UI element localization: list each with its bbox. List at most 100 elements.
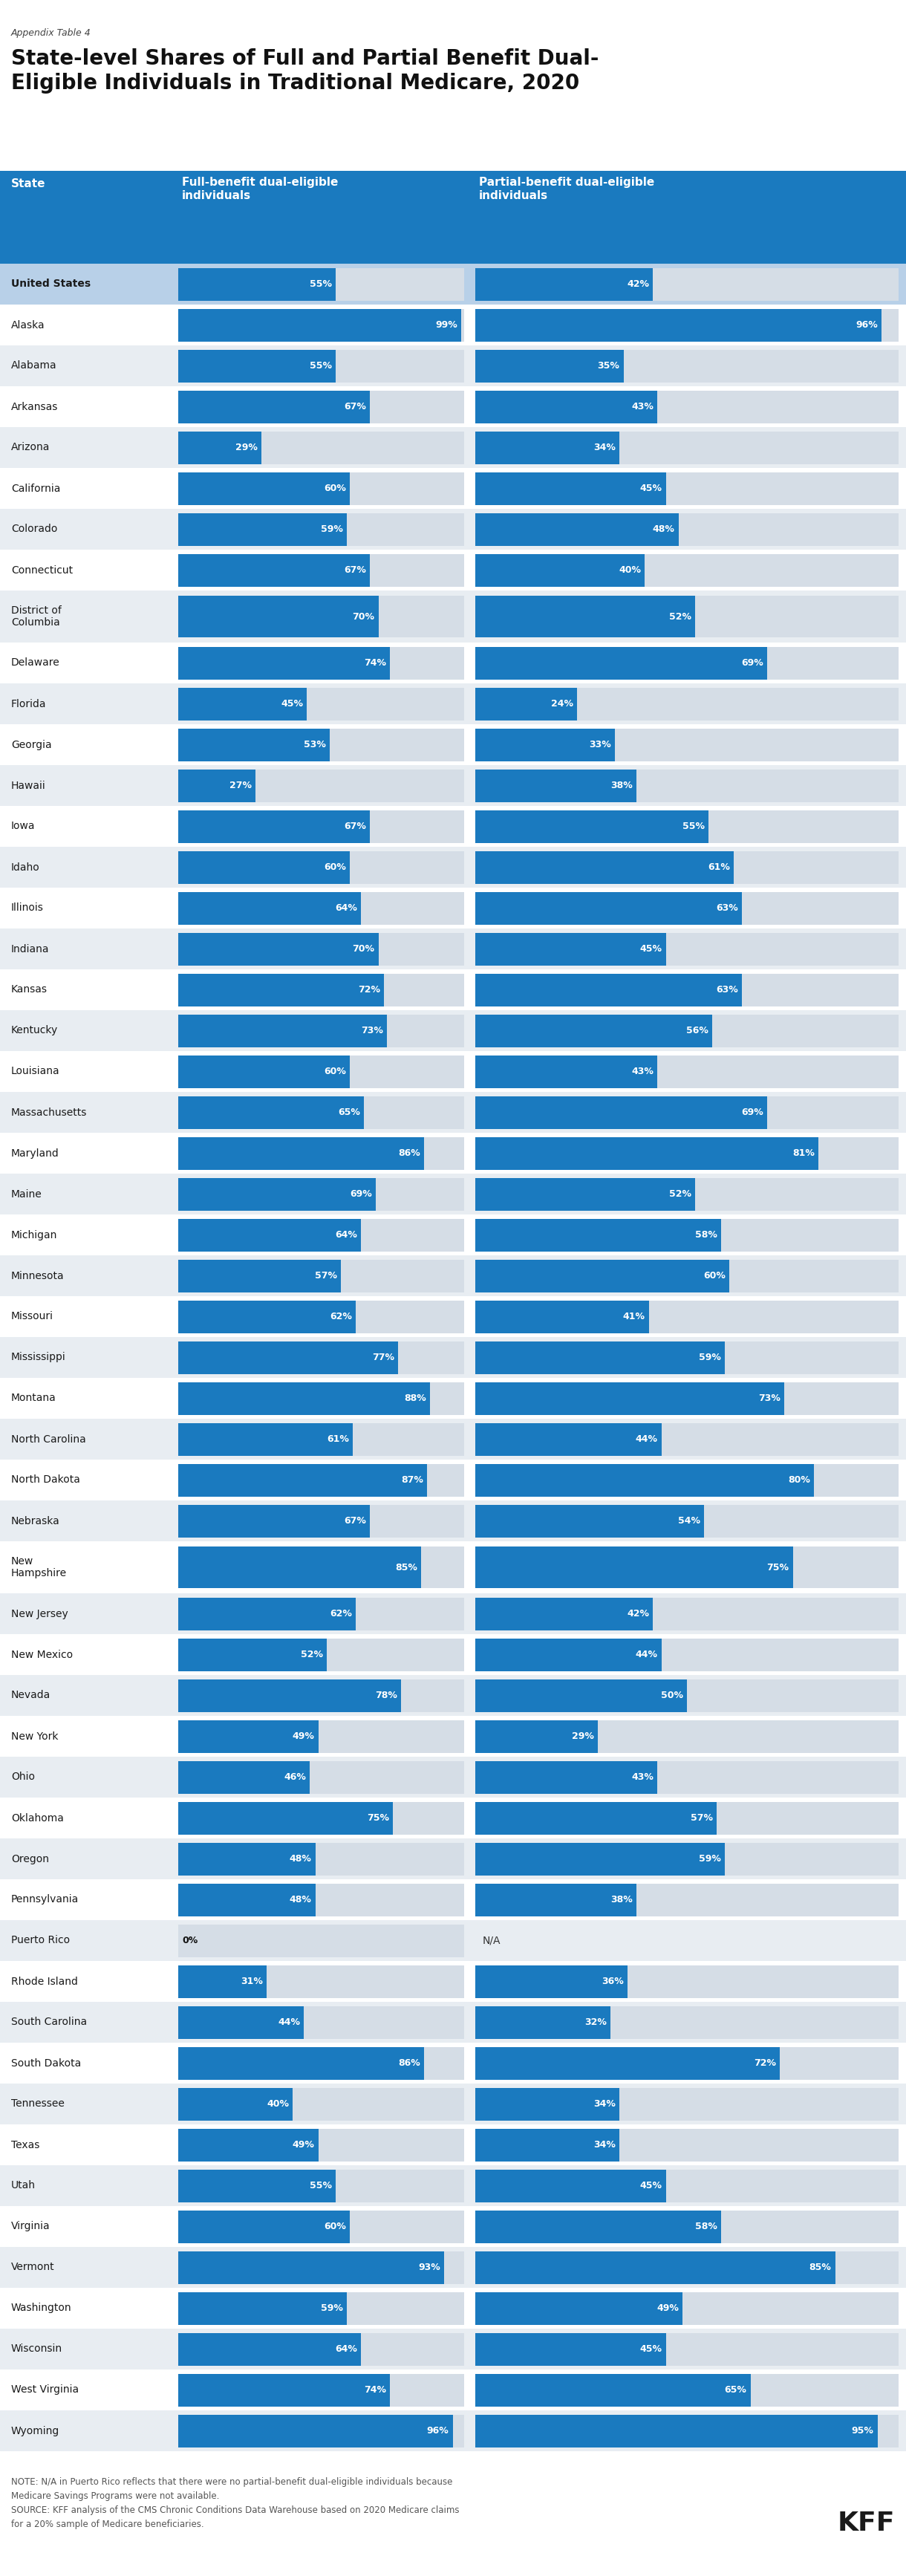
Text: 59%: 59% [321, 526, 343, 533]
Bar [476, 1136, 899, 1170]
Text: 52%: 52% [670, 1190, 691, 1198]
Bar [0, 2043, 906, 2084]
Text: 43%: 43% [631, 402, 653, 412]
Bar [476, 268, 653, 301]
Text: 61%: 61% [708, 863, 729, 873]
Text: 65%: 65% [725, 2385, 747, 2396]
Bar [476, 1342, 899, 1373]
Text: Utah: Utah [11, 2179, 35, 2190]
Bar [178, 2128, 318, 2161]
Text: 60%: 60% [703, 1270, 726, 1280]
Bar [178, 850, 350, 884]
Bar [476, 2210, 899, 2244]
Text: 40%: 40% [619, 564, 641, 574]
Text: Connecticut: Connecticut [11, 564, 72, 574]
Bar [178, 2169, 335, 2202]
Bar [476, 1680, 687, 1713]
Bar [0, 1255, 906, 1296]
Bar [0, 1595, 906, 1633]
Bar [0, 1175, 906, 1213]
Bar [178, 1136, 464, 1170]
Bar [178, 933, 464, 966]
Bar [0, 1213, 906, 1255]
Bar [178, 1422, 352, 1455]
Bar [178, 1218, 361, 1252]
Text: 44%: 44% [635, 1435, 658, 1445]
Bar [178, 1422, 464, 1455]
Text: State: State [11, 178, 45, 191]
Text: 69%: 69% [741, 657, 764, 667]
Text: 60%: 60% [323, 1066, 346, 1077]
Text: Tennessee: Tennessee [11, 2099, 64, 2110]
Text: 33%: 33% [589, 739, 612, 750]
Text: Kansas: Kansas [11, 984, 47, 994]
Bar [178, 430, 261, 464]
Text: Georgia: Georgia [11, 739, 52, 750]
Text: 35%: 35% [598, 361, 620, 371]
Bar [476, 1301, 649, 1332]
Bar [476, 729, 615, 760]
Bar [178, 647, 464, 680]
Bar [476, 647, 767, 680]
Text: 34%: 34% [593, 2099, 615, 2110]
Bar [178, 1842, 315, 1875]
Bar [178, 1638, 327, 1672]
Bar [178, 2414, 464, 2447]
Bar [476, 1638, 661, 1672]
Bar [476, 688, 899, 721]
Text: 44%: 44% [278, 2017, 300, 2027]
Bar [476, 1463, 814, 1497]
Bar [0, 2370, 906, 2411]
Bar [476, 1680, 899, 1713]
Bar [476, 1721, 598, 1752]
Text: 75%: 75% [766, 1564, 789, 1571]
Text: 69%: 69% [350, 1190, 371, 1198]
Text: 58%: 58% [695, 1231, 717, 1239]
Text: 52%: 52% [670, 611, 691, 621]
Bar [476, 554, 644, 587]
Text: Arizona: Arizona [11, 443, 50, 453]
Text: 77%: 77% [372, 1352, 395, 1363]
Bar [178, 309, 461, 340]
Bar [476, 392, 657, 422]
Text: 75%: 75% [367, 1814, 389, 1824]
Bar [178, 1095, 364, 1128]
Text: 40%: 40% [266, 2099, 289, 2110]
Bar [178, 1721, 318, 1752]
Bar [0, 2411, 906, 2452]
Bar [178, 2334, 361, 2365]
Bar [0, 345, 906, 386]
Text: 64%: 64% [335, 2344, 358, 2354]
Bar [476, 595, 696, 636]
Text: 67%: 67% [344, 1517, 366, 1525]
Bar [476, 850, 734, 884]
Bar [476, 1842, 725, 1875]
Text: 56%: 56% [687, 1025, 708, 1036]
Bar [476, 1883, 899, 1917]
Bar [476, 2087, 619, 2120]
Bar [178, 1801, 392, 1834]
Bar [178, 392, 464, 422]
Bar [0, 170, 906, 263]
Bar [476, 933, 666, 966]
Bar [0, 1010, 906, 1051]
Bar [476, 1177, 696, 1211]
Bar [476, 2169, 899, 2202]
Bar [178, 554, 464, 587]
Bar [0, 1674, 906, 1716]
Text: 63%: 63% [716, 904, 738, 912]
Bar [178, 2210, 350, 2244]
Text: Wisconsin: Wisconsin [11, 2344, 63, 2354]
Text: 74%: 74% [364, 657, 386, 667]
Text: 57%: 57% [690, 1814, 713, 1824]
Bar [0, 1716, 906, 1757]
Text: 45%: 45% [640, 2344, 662, 2354]
Text: United States: United States [11, 278, 91, 289]
Bar [178, 1965, 464, 1999]
Bar [476, 430, 619, 464]
Text: 67%: 67% [344, 564, 366, 574]
Bar [178, 513, 347, 546]
Bar [0, 386, 906, 428]
Bar [476, 2087, 899, 2120]
Text: 55%: 55% [310, 278, 332, 289]
